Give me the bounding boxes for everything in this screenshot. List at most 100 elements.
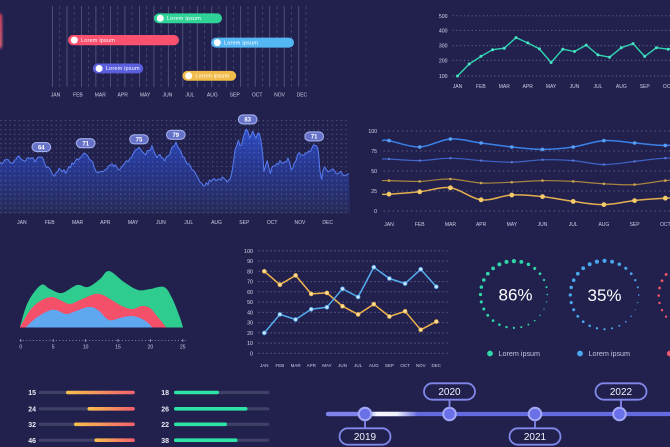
svg-text:10: 10 [247, 341, 253, 347]
svg-text:OCT: OCT [252, 93, 263, 99]
svg-text:0: 0 [19, 345, 22, 351]
svg-text:JUL: JUL [593, 84, 602, 90]
svg-text:Lorem ipsum: Lorem ipsum [589, 349, 631, 358]
svg-text:FEB: FEB [476, 84, 486, 90]
svg-text:100: 100 [368, 129, 377, 135]
svg-text:JAN: JAN [260, 363, 269, 368]
svg-text:OCT: OCT [663, 84, 670, 90]
svg-text:JUN: JUN [156, 220, 166, 226]
svg-text:JUN: JUN [338, 363, 347, 368]
svg-text:80: 80 [247, 269, 253, 275]
svg-text:MAY: MAY [546, 84, 557, 90]
svg-text:NOV: NOV [274, 93, 286, 99]
svg-text:60: 60 [247, 290, 253, 296]
svg-text:SEP: SEP [239, 220, 250, 226]
svg-text:APR: APR [118, 93, 129, 99]
svg-text:90: 90 [247, 259, 253, 265]
svg-text:MAR: MAR [72, 220, 84, 226]
svg-text:71: 71 [82, 141, 89, 147]
svg-text:38: 38 [161, 438, 169, 445]
svg-text:100: 100 [244, 249, 253, 255]
svg-text:SEP: SEP [640, 84, 651, 90]
svg-text:NOV: NOV [294, 220, 306, 226]
svg-text:MAR: MAR [291, 363, 302, 368]
svg-text:JUL: JUL [354, 363, 362, 368]
svg-text:86%: 86% [498, 286, 532, 305]
svg-text:70: 70 [247, 280, 253, 286]
svg-text:APR: APR [307, 363, 317, 368]
svg-text:25: 25 [180, 345, 186, 351]
svg-text:400: 400 [439, 28, 448, 34]
svg-text:AUG: AUG [598, 222, 609, 228]
svg-text:300: 300 [439, 44, 448, 50]
svg-text:SEP: SEP [230, 93, 241, 99]
svg-text:Lorem ipsum: Lorem ipsum [167, 16, 201, 22]
svg-text:NOV: NOV [416, 363, 426, 368]
svg-text:FEB: FEB [276, 363, 285, 368]
svg-text:OCT: OCT [660, 222, 670, 228]
svg-text:24: 24 [28, 406, 36, 413]
svg-text:0: 0 [250, 351, 253, 357]
svg-text:MAR: MAR [445, 222, 457, 228]
svg-text:10: 10 [83, 345, 89, 351]
svg-text:79: 79 [172, 133, 179, 139]
svg-text:2022: 2022 [610, 387, 633, 398]
svg-text:JUL: JUL [184, 220, 193, 226]
svg-text:MAY: MAY [322, 363, 331, 368]
svg-text:SEP: SEP [630, 222, 641, 228]
svg-text:83: 83 [244, 118, 251, 124]
svg-text:MAY: MAY [128, 220, 139, 226]
svg-text:OCT: OCT [400, 363, 410, 368]
svg-text:20: 20 [247, 331, 253, 337]
svg-text:MAR: MAR [95, 93, 107, 99]
svg-text:MAR: MAR [499, 84, 511, 90]
svg-text:2019: 2019 [354, 432, 377, 443]
svg-text:JUN: JUN [538, 222, 548, 228]
svg-text:DEC: DEC [297, 93, 308, 99]
svg-text:75: 75 [371, 149, 377, 155]
svg-text:FEB: FEB [415, 222, 425, 228]
svg-text:2021: 2021 [524, 432, 547, 443]
svg-text:22: 22 [161, 422, 169, 429]
svg-text:JUL: JUL [569, 222, 578, 228]
svg-text:FEB: FEB [73, 93, 83, 99]
svg-text:18: 18 [161, 390, 169, 397]
svg-text:Lorem ipsum: Lorem ipsum [81, 38, 115, 44]
svg-text:AUG: AUG [369, 363, 379, 368]
svg-text:MAY: MAY [507, 222, 518, 228]
svg-text:AUG: AUG [211, 220, 222, 226]
svg-text:MAY: MAY [140, 93, 151, 99]
svg-text:20: 20 [148, 345, 154, 351]
svg-text:AUG: AUG [207, 93, 218, 99]
svg-text:APR: APR [476, 222, 487, 228]
svg-text:OCT: OCT [267, 220, 278, 226]
svg-text:Lorem ipsum: Lorem ipsum [106, 66, 140, 72]
svg-text:40: 40 [247, 310, 253, 316]
svg-text:Lorem ipsum: Lorem ipsum [224, 40, 258, 46]
svg-text:FEB: FEB [45, 220, 55, 226]
svg-text:JAN: JAN [17, 220, 27, 226]
svg-text:64: 64 [38, 145, 45, 151]
svg-text:JAN: JAN [384, 222, 394, 228]
svg-text:50: 50 [371, 169, 377, 175]
svg-text:500: 500 [439, 14, 448, 20]
svg-text:DEC: DEC [432, 363, 442, 368]
svg-text:15: 15 [115, 345, 121, 351]
svg-text:100: 100 [439, 74, 448, 80]
svg-text:32: 32 [28, 422, 36, 429]
svg-text:APR: APR [100, 220, 111, 226]
svg-text:2020: 2020 [438, 387, 461, 398]
svg-text:JAN: JAN [453, 84, 463, 90]
svg-text:46: 46 [28, 438, 36, 445]
svg-text:JUN: JUN [163, 93, 173, 99]
svg-text:APR: APR [523, 84, 534, 90]
svg-text:71: 71 [311, 135, 318, 141]
svg-text:35%: 35% [587, 286, 621, 305]
svg-text:75: 75 [136, 138, 143, 144]
svg-text:26: 26 [161, 406, 169, 413]
svg-text:0: 0 [374, 209, 377, 215]
svg-text:AUG: AUG [616, 84, 627, 90]
svg-text:5: 5 [52, 345, 55, 351]
svg-text:15: 15 [28, 390, 36, 397]
svg-text:DEC: DEC [322, 220, 333, 226]
